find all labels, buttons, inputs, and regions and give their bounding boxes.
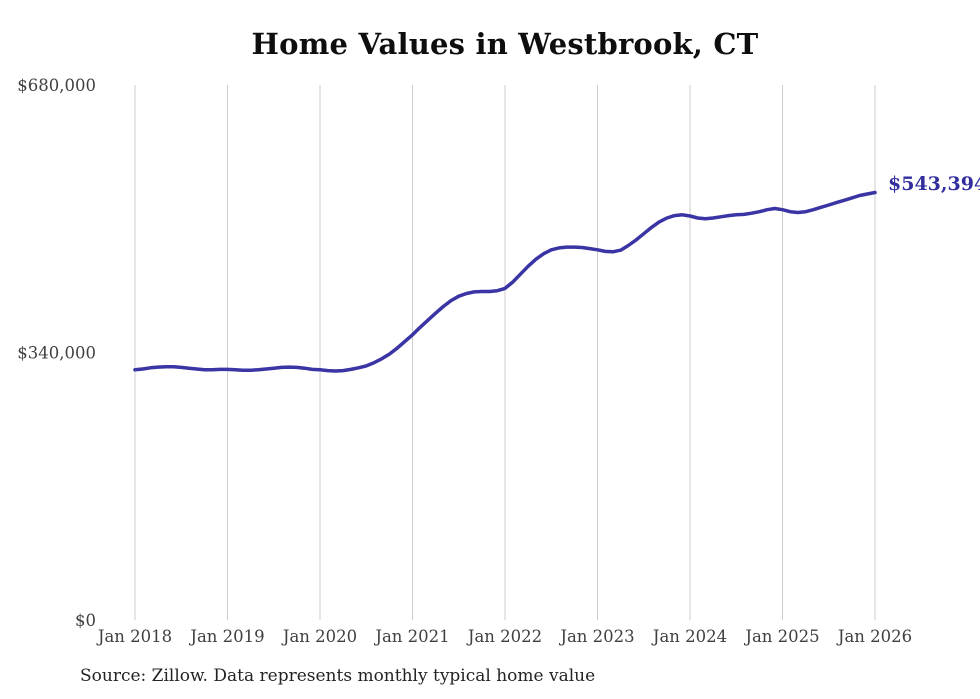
latest-value-label: $543,394	[888, 173, 980, 195]
home-value-line	[133, 190, 877, 373]
x-axis-tick-label: Jan 2022	[466, 627, 542, 646]
x-axis-tick-label: Jan 2018	[96, 627, 172, 646]
x-axis-tick-label: Jan 2019	[188, 627, 264, 646]
y-axis-tick-label: $680,000	[17, 76, 96, 95]
x-axis-tick-label: Jan 2026	[836, 627, 912, 646]
chart-title: Home Values in Westbrook, CT	[251, 27, 759, 61]
y-axis-tick-label: $0	[75, 611, 96, 630]
x-axis-tick-label: Jan 2024	[651, 627, 727, 646]
x-axis-tick-label: Jan 2020	[281, 627, 357, 646]
y-axis-tick-label: $340,000	[17, 344, 96, 363]
x-axis-tick-label: Jan 2025	[743, 627, 819, 646]
source-note: Source: Zillow. Data represents monthly …	[80, 666, 596, 686]
x-axis-tick-label: Jan 2021	[373, 627, 449, 646]
x-axis-tick-label: Jan 2023	[558, 627, 634, 646]
